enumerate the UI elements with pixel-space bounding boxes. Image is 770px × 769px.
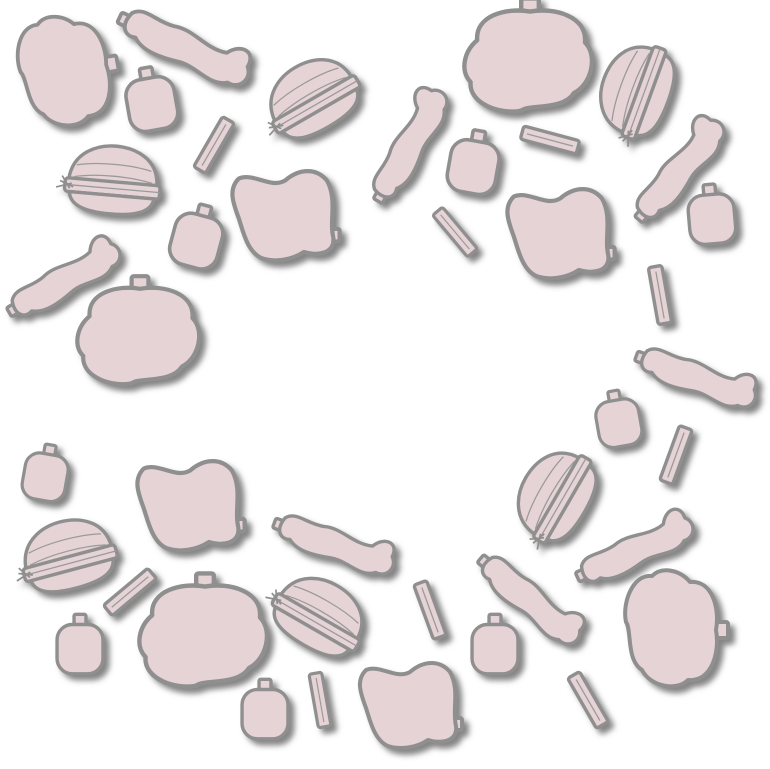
stick-shape: [646, 264, 674, 326]
stick-shape: [658, 424, 694, 486]
pot-shape: [445, 128, 501, 197]
bone-shape: [271, 514, 396, 576]
pot-shape: [124, 65, 180, 134]
bone-shape: [633, 114, 726, 224]
burger-shape: [265, 576, 364, 658]
bone-shape: [574, 507, 695, 584]
bone-shape: [115, 9, 253, 87]
bone-shape: [5, 234, 122, 318]
pot-shape: [167, 202, 225, 271]
stick-shape: [412, 579, 448, 641]
pot-shape: [20, 442, 70, 504]
jar-shape: [75, 274, 202, 387]
jar-shape: [623, 568, 730, 689]
stick-shape: [431, 206, 479, 258]
pot-shape: [240, 677, 290, 741]
pot-shape: [686, 182, 738, 247]
bone-shape: [476, 553, 586, 646]
jar-shape: [137, 571, 270, 689]
blob-shape: [135, 459, 247, 553]
burger-shape: [516, 451, 598, 550]
bone-shape: [633, 347, 758, 409]
pot-shape: [594, 388, 644, 450]
pot-shape: [470, 612, 520, 676]
stick-shape: [102, 567, 158, 617]
blob-shape: [505, 187, 617, 281]
blob-shape: [358, 661, 464, 750]
stick-shape: [307, 670, 333, 730]
stick-shape: [566, 670, 610, 730]
jar-shape: [462, 0, 595, 114]
blob-shape: [230, 169, 342, 263]
burger-shape: [267, 58, 362, 140]
bone-shape: [372, 85, 449, 205]
burger-shape: [16, 518, 119, 594]
stick-shape: [519, 124, 581, 156]
burger-shape: [599, 45, 676, 147]
burger-shape: [55, 144, 162, 217]
stick-shape: [192, 115, 236, 175]
pot-shape: [55, 612, 105, 676]
jar-shape: [15, 14, 121, 128]
